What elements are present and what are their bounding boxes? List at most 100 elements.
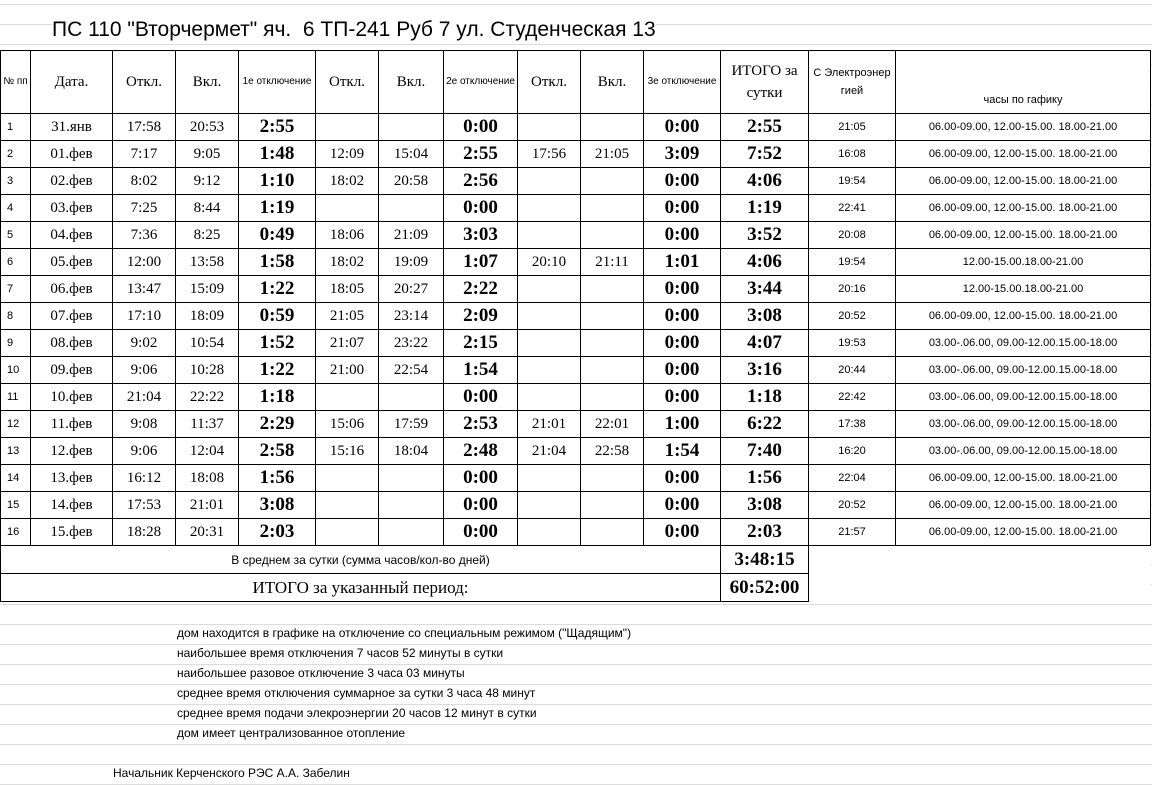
cell: 1:07 xyxy=(443,248,518,276)
header-cell: Вкл. xyxy=(175,50,239,114)
cell: 18:28 xyxy=(112,518,176,546)
cell: 2:09 xyxy=(443,302,518,330)
total-label: ИТОГО за указанный период: xyxy=(0,573,721,602)
cell: 0:00 xyxy=(643,383,721,411)
cell xyxy=(580,464,644,492)
cell: 7 xyxy=(0,275,31,303)
cell: 16:20 xyxy=(808,437,896,465)
cell: 06.00-09.00, 12.00-15.00. 18.00-21.00 xyxy=(895,140,1151,168)
cell xyxy=(580,356,644,384)
cell: 19:53 xyxy=(808,329,896,357)
cell: 22:01 xyxy=(580,410,644,438)
cell: 16:12 xyxy=(112,464,176,492)
cell: 17:58 xyxy=(112,113,176,141)
cell xyxy=(517,221,581,249)
data-row: 4 03.фев 7:25 8:44 1:19 0:00 0:00 1:19 22:41 06.0… xyxy=(0,194,1151,222)
cell: 2:58 xyxy=(238,437,316,465)
cell: 2:56 xyxy=(443,167,518,195)
cell: 2:29 xyxy=(238,410,316,438)
cell xyxy=(517,167,581,195)
cell xyxy=(580,167,644,195)
cell xyxy=(315,113,379,141)
cell: 2:22 xyxy=(443,275,518,303)
cell: 0:00 xyxy=(643,302,721,330)
header-cell: Вкл. xyxy=(580,50,644,114)
cell: 9:12 xyxy=(175,167,239,195)
cell xyxy=(315,518,379,546)
cell: 10:54 xyxy=(175,329,239,357)
cell: 1:19 xyxy=(720,194,809,222)
cell: 7:52 xyxy=(720,140,809,168)
data-row: 14 13.фев 16:12 18:08 1:56 0:00 0:00 1:56 22:04 0… xyxy=(0,464,1151,492)
cell: 1:54 xyxy=(643,437,721,465)
cell: 5 xyxy=(0,221,31,249)
cell: 10:28 xyxy=(175,356,239,384)
cell: 12:09 xyxy=(315,140,379,168)
cell xyxy=(378,464,444,492)
cell xyxy=(378,491,444,519)
cell: 03.00-.06.00, 09.00-12.00.15.00-18.00 xyxy=(895,410,1151,438)
cell xyxy=(580,518,644,546)
cell: 4:06 xyxy=(720,167,809,195)
cell: 22:04 xyxy=(808,464,896,492)
cell: 0:00 xyxy=(443,194,518,222)
cell: 0:00 xyxy=(443,464,518,492)
cell: 07.фев xyxy=(30,302,113,330)
cell xyxy=(580,302,644,330)
cell: 09.фев xyxy=(30,356,113,384)
cell: 9 xyxy=(0,329,31,357)
cell: 18:02 xyxy=(315,248,379,276)
cell: 20:08 xyxy=(808,221,896,249)
cell: 3:16 xyxy=(720,356,809,384)
cell: 1:18 xyxy=(720,383,809,411)
cell: 3:08 xyxy=(238,491,316,519)
cell xyxy=(315,194,379,222)
cell: 0:00 xyxy=(643,275,721,303)
cell: 06.00-09.00, 12.00-15.00. 18.00-21.00 xyxy=(895,491,1151,519)
cell: 6 xyxy=(0,248,31,276)
cell: 16 xyxy=(0,518,31,546)
cell: 6:22 xyxy=(720,410,809,438)
cell: 20:16 xyxy=(808,275,896,303)
data-row: 5 04.фев 7:36 8:25 0:49 18:06 21:09 3:03 0:00 3:5… xyxy=(0,221,1151,249)
cell: 16:08 xyxy=(808,140,896,168)
cell: 7:25 xyxy=(112,194,176,222)
cell: 3:08 xyxy=(720,302,809,330)
cell: 03.00-.06.00, 09.00-12.00.15.00-18.00 xyxy=(895,356,1151,384)
cell: 1:54 xyxy=(443,356,518,384)
cell: 2:48 xyxy=(443,437,518,465)
data-row: 1 31.янв 17:58 20:53 2:55 0:00 0:00 2:55 21:05 06… xyxy=(0,113,1151,141)
cell: 9:05 xyxy=(175,140,239,168)
cell: 9:06 xyxy=(112,437,176,465)
cell: 3:44 xyxy=(720,275,809,303)
cell: 17:56 xyxy=(517,140,581,168)
cell xyxy=(378,194,444,222)
cell: 9:06 xyxy=(112,356,176,384)
cell: 22:58 xyxy=(580,437,644,465)
cell: 2:15 xyxy=(443,329,518,357)
cell: 15:04 xyxy=(378,140,444,168)
cell: 22:42 xyxy=(808,383,896,411)
cell: 0:00 xyxy=(643,221,721,249)
cell: 7:40 xyxy=(720,437,809,465)
cell: 03.00-.06.00, 09.00-12.00.15.00-18.00 xyxy=(895,437,1151,465)
note: наибольшее время отключения 7 часов 52 м… xyxy=(177,646,504,660)
cell: 9:02 xyxy=(112,329,176,357)
cell: 0:00 xyxy=(643,113,721,141)
cell xyxy=(315,383,379,411)
cell: 1:19 xyxy=(238,194,316,222)
cell: 23:14 xyxy=(378,302,444,330)
cell: 03.фев xyxy=(30,194,113,222)
cell: 21:05 xyxy=(808,113,896,141)
cell: 14.фев xyxy=(30,491,113,519)
cell: 19:54 xyxy=(808,167,896,195)
cell: 18:02 xyxy=(315,167,379,195)
cell xyxy=(378,383,444,411)
cell xyxy=(517,329,581,357)
header-cell: часы по гафику xyxy=(895,50,1151,114)
cell: 06.00-09.00, 12.00-15.00. 18.00-21.00 xyxy=(895,518,1151,546)
cell: 2:55 xyxy=(720,113,809,141)
cell: 3 xyxy=(0,167,31,195)
cell: 18:08 xyxy=(175,464,239,492)
